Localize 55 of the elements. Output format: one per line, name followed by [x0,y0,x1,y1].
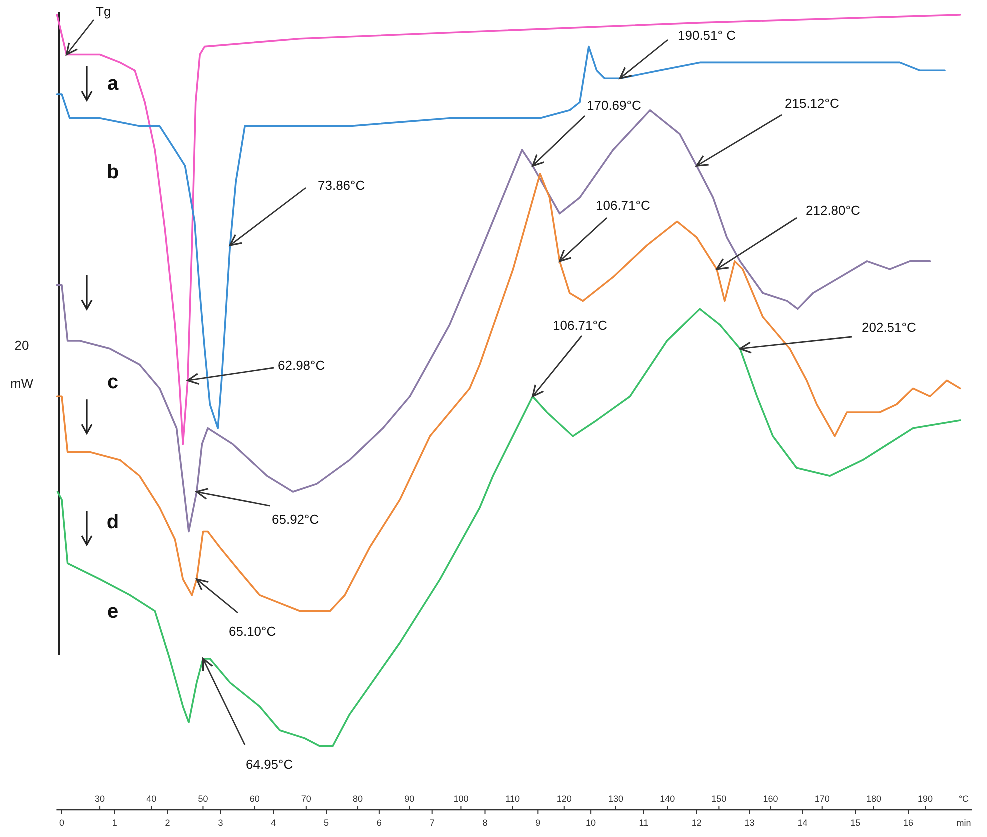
x2-tick-label: 30 [95,794,106,804]
annotation: 202.51°C [862,320,916,335]
x-tick-label: 16 [904,818,914,828]
annotation: 65.92°C [272,512,320,527]
series-label: b [106,162,120,184]
annotation: 64.95°C [246,757,294,772]
x-tick-label: 7 [430,818,435,828]
annotation: 190.51° C [678,28,736,43]
series-label: c [107,371,119,394]
series-label: a [107,73,120,95]
annotation: 65.10°C [229,624,276,639]
x-tick-label: 14 [798,818,808,828]
annotation: 170.69°C [587,98,642,113]
text: 20 mW [10,338,34,391]
series-label: e [107,601,119,623]
x2-tick-label: 90 [404,794,415,804]
x-tick-label: 4 [271,818,276,828]
x2-tick-label: 170 [814,794,830,804]
x2-tick-label: 140 [660,794,676,804]
annotation: 106.71°C [596,198,650,213]
annotation: 106.71°C [553,318,608,333]
x2-tick-label: 150 [712,794,727,804]
x-axis-title: min [956,818,972,828]
x-tick-label: 11 [639,818,649,828]
x2-axis-title: °C [958,794,970,804]
x2-tick-label: 190 [918,794,934,804]
annotation: 215.12°C [785,96,840,111]
x2-tick-label: 50 [198,794,208,804]
x2-tick-label: 60 [250,794,260,804]
x2-tick-label: 180 [866,794,882,804]
x-tick-label: 8 [482,818,488,828]
x2-tick-label: 160 [763,794,778,804]
x-tick-label: 15 [850,818,861,828]
annotation: 73.86°C [318,178,366,193]
x-tick-label: 5 [324,818,330,828]
x-tick-label: 3 [218,818,224,828]
x-tick-label: 6 [376,818,382,828]
x-tick-label: 10 [586,818,596,828]
annotation: 62.98°C [278,358,326,373]
x-tick-label: 13 [744,818,755,828]
x-tick-label: 9 [536,818,541,828]
x2-tick-label: 120 [556,794,572,804]
x2-tick-label: 80 [353,794,364,804]
x2-tick-label: 110 [506,794,520,804]
x2-tick-label: 130 [608,794,624,804]
x2-tick-label: 100 [454,794,469,804]
x-tick-label: 0 [59,818,64,828]
x2-tick-label: 40 [146,794,157,804]
x-tick-label: 1 [112,818,118,828]
x2-tick-label: 70 [301,794,312,804]
series-label: d [106,512,120,534]
annotation: Tg [96,4,112,19]
annotation: 212.80°C [806,203,860,218]
x-tick-label: 2 [165,818,170,828]
x-tick-label: 12 [692,818,702,828]
